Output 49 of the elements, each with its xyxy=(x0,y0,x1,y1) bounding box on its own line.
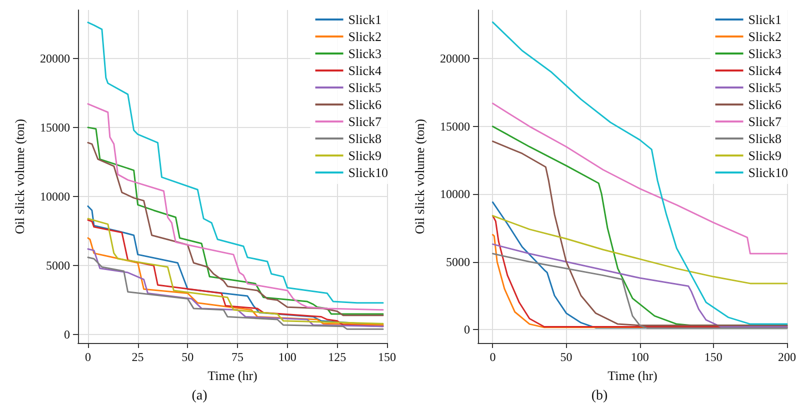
text: (a) xyxy=(192,388,208,404)
x-axis-title: Time (hr) xyxy=(208,368,258,383)
legend-label: Slick6 xyxy=(748,97,782,112)
y-axis-title: Oil slick volume (ton) xyxy=(412,118,427,234)
x-axis-title: Time (hr) xyxy=(608,368,658,383)
y-tick-label: 5000 xyxy=(446,254,470,269)
legend-label: Slick1 xyxy=(748,12,782,27)
y-tick-label: 15000 xyxy=(40,120,70,134)
legend-label: Slick7 xyxy=(348,114,382,129)
y-tick-label: 0 xyxy=(64,328,70,342)
legend-label: Slick9 xyxy=(348,148,382,163)
x-tick-label: 0 xyxy=(490,350,496,364)
x-tick-label: 50 xyxy=(560,350,572,364)
x-tick-label: 75 xyxy=(231,350,244,364)
legend-label: Slick8 xyxy=(348,131,382,146)
legend-label: Slick4 xyxy=(748,63,782,78)
legend-label: Slick9 xyxy=(748,148,782,163)
legend-label: Slick4 xyxy=(348,63,382,78)
y-tick-label: 10000 xyxy=(440,187,470,202)
x-tick-label: 200 xyxy=(778,350,796,364)
x-tick-label: 150 xyxy=(378,350,396,364)
legend-label: Slick8 xyxy=(748,131,782,146)
legend-label: Slick3 xyxy=(748,46,782,61)
y-tick-label: 5000 xyxy=(46,258,70,273)
x-tick-label: 150 xyxy=(704,350,722,364)
legend-label: Slick2 xyxy=(348,29,382,44)
legend-label: Slick10 xyxy=(748,165,788,180)
legend-label: Slick5 xyxy=(348,80,382,95)
x-tick-label: 0 xyxy=(84,350,91,364)
y-axis-title: Oil slick volume (ton) xyxy=(12,118,27,234)
x-tick-label: 50 xyxy=(182,350,194,364)
legend-label: Slick10 xyxy=(348,165,388,180)
legend-label: Slick5 xyxy=(748,80,782,95)
x-tick-label: 125 xyxy=(328,350,346,364)
y-tick-label: 20000 xyxy=(440,52,470,66)
legend-label: Slick3 xyxy=(348,46,382,61)
y-tick-label: 20000 xyxy=(40,51,70,66)
text: (b) xyxy=(591,388,608,404)
x-tick-label: 25 xyxy=(132,350,144,364)
y-tick-label: 15000 xyxy=(440,119,470,134)
legend-label: Slick2 xyxy=(748,29,782,44)
legend-label: Slick6 xyxy=(348,97,382,112)
line-series xyxy=(492,215,788,284)
y-tick-label: 10000 xyxy=(40,190,70,204)
y-tick-label: 0 xyxy=(464,322,470,336)
legend-label: Slick7 xyxy=(748,114,782,129)
legend-label: Slick1 xyxy=(348,12,382,27)
x-tick-label: 100 xyxy=(278,350,296,364)
x-tick-label: 100 xyxy=(630,350,649,364)
